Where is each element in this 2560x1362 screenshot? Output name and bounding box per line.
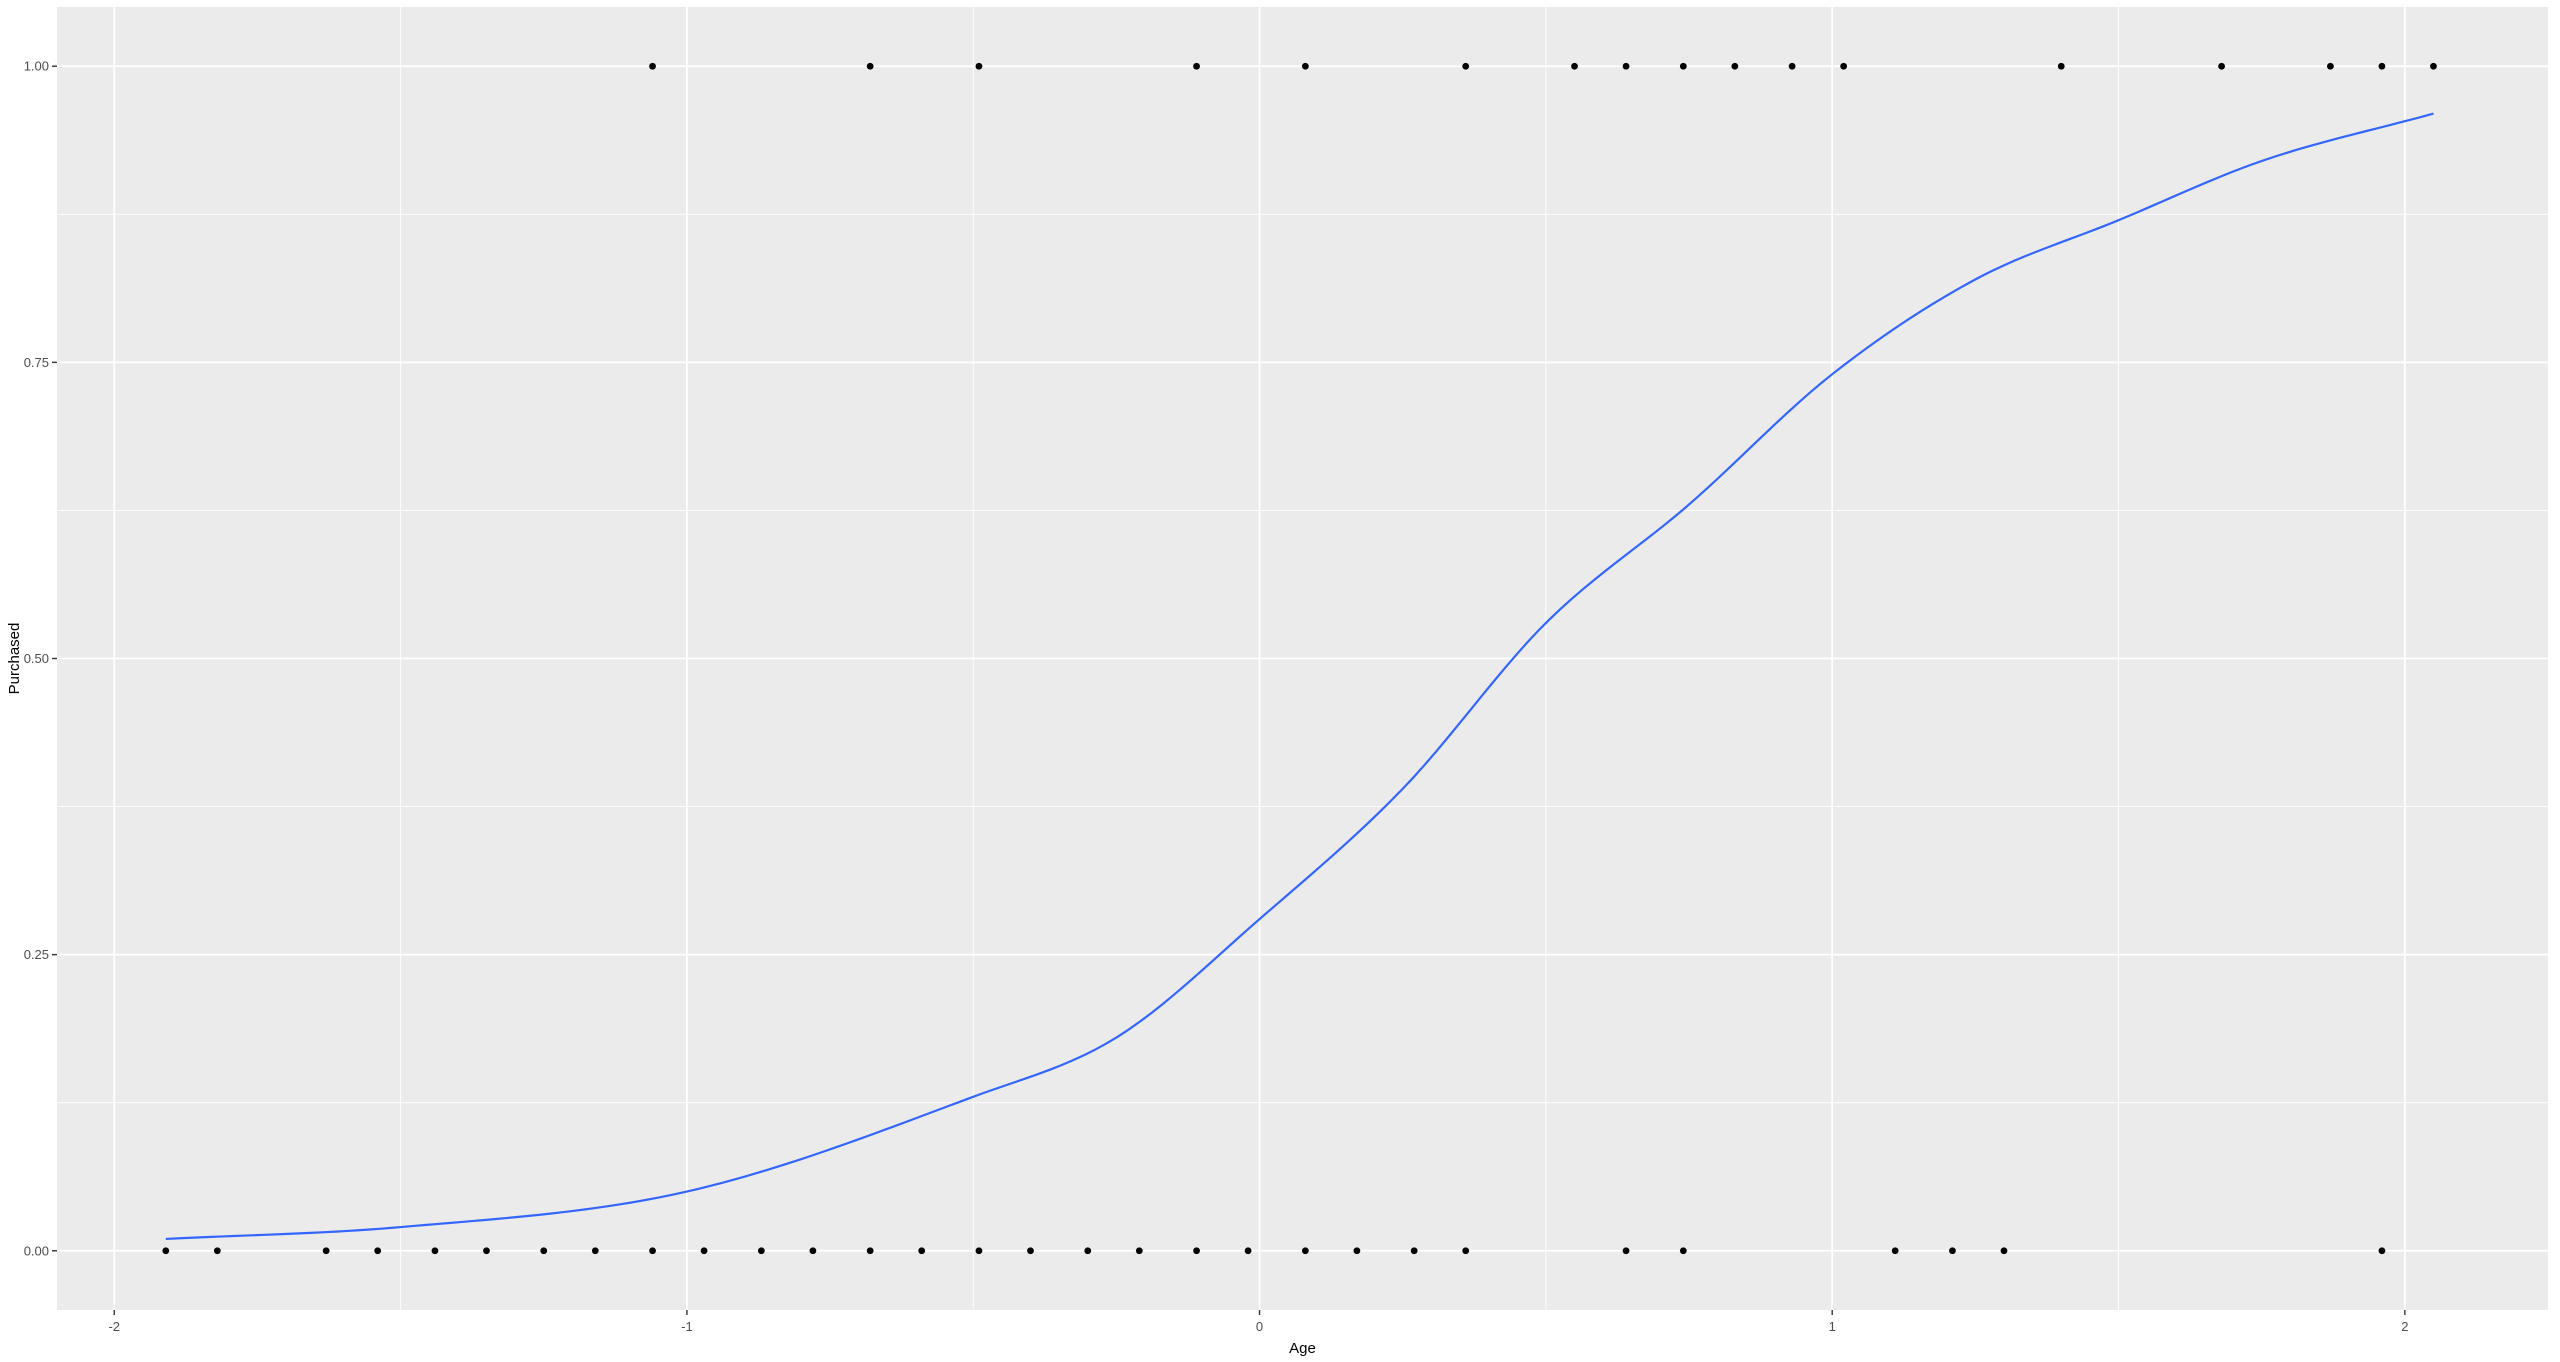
data-point [866, 62, 874, 70]
y-tick-label: 1.00 [24, 59, 49, 74]
data-point [1462, 1247, 1470, 1255]
data-point [2000, 1247, 2008, 1255]
data-point [1788, 62, 1796, 70]
data-point [213, 1247, 221, 1255]
data-point [1084, 1247, 1092, 1255]
data-point [809, 1247, 817, 1255]
fit-curve-layer [165, 112, 2434, 1241]
data-point [700, 1247, 708, 1255]
data-point [322, 1247, 330, 1255]
data-point [649, 1247, 656, 1255]
data-point [1410, 1247, 1418, 1255]
data-point [1622, 62, 1630, 70]
data-point [918, 1247, 926, 1255]
data-point [866, 1247, 874, 1255]
data-point [1679, 62, 1687, 70]
data-point [374, 1247, 382, 1255]
data-point [1301, 62, 1309, 70]
data-point [1731, 62, 1739, 70]
data-point [2326, 62, 2334, 70]
data-point [591, 1247, 599, 1255]
data-point [2430, 62, 2437, 70]
data-point [1353, 1247, 1361, 1255]
data-point [162, 1247, 170, 1255]
x-axis-title: Age [1289, 1340, 1316, 1357]
data-point [2218, 62, 2225, 70]
data-point [1462, 62, 1470, 70]
x-tick-label: -1 [681, 1319, 693, 1334]
data-point [1679, 1247, 1687, 1255]
data-point [1027, 1247, 1034, 1255]
data-point [1949, 1247, 1956, 1255]
data-point [1135, 1247, 1143, 1255]
points-layer [162, 62, 2437, 1255]
x-tick-label: 2 [2401, 1319, 2408, 1334]
data-point [431, 1247, 439, 1255]
logistic-fit-curve [165, 112, 2434, 1241]
y-tick-label: 0.00 [24, 1243, 49, 1258]
data-point [757, 1247, 765, 1255]
data-point [1840, 62, 1848, 70]
y-tick-label: 0.75 [24, 355, 49, 370]
data-point [975, 1247, 983, 1255]
data-point [1193, 1247, 1200, 1255]
y-tick-label: 0.25 [24, 947, 49, 962]
data-point [540, 1247, 548, 1255]
data-point [1622, 1247, 1630, 1255]
data-point [975, 62, 983, 70]
x-axis: -2 -1 0 1 2 [108, 1310, 2408, 1334]
data-point [2378, 1247, 2386, 1255]
data-point [2057, 62, 2065, 70]
y-axis: 0.00 0.25 0.50 0.75 1.00 [24, 59, 57, 1258]
x-tick-label: 1 [1829, 1319, 1836, 1334]
y-tick-label: 0.50 [24, 651, 49, 666]
data-point [1244, 1247, 1252, 1255]
data-point [1891, 1247, 1899, 1255]
data-point [1571, 62, 1578, 70]
x-tick-label: -2 [108, 1319, 120, 1334]
x-tick-label: 0 [1256, 1319, 1263, 1334]
data-point [1193, 62, 1200, 70]
y-axis-title: Purchased [6, 623, 23, 695]
data-point [483, 1247, 490, 1255]
data-point [649, 62, 656, 70]
data-point [1301, 1247, 1309, 1255]
data-point [2378, 62, 2386, 70]
